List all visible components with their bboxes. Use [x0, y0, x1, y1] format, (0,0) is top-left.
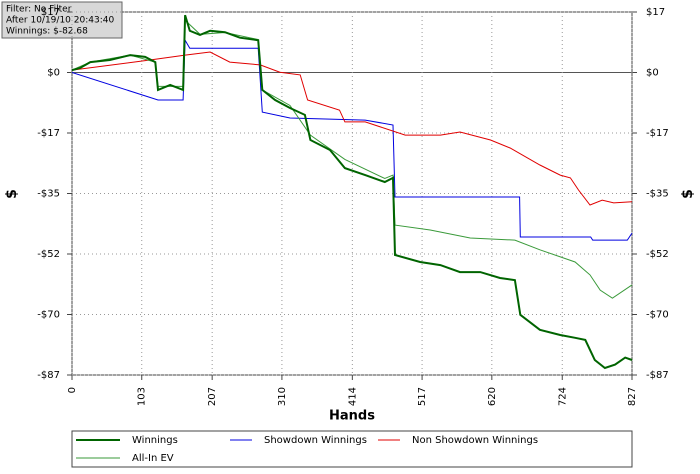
- y2-tick-label: $0: [646, 68, 659, 79]
- y2-tick-label: -$87: [646, 370, 669, 381]
- info-line: Winnings: $-82.68: [6, 27, 88, 37]
- x-tick-label: 724: [557, 387, 568, 406]
- info-line: Filter: No Filter: [6, 5, 72, 15]
- y-tick-label: $0: [47, 68, 60, 79]
- y-axis-label: $: [4, 189, 20, 199]
- x-tick-label: 517: [417, 387, 428, 406]
- y2-tick-label: -$17: [646, 128, 669, 139]
- legend-label: Showdown Winnings: [264, 435, 367, 446]
- series-line: [72, 14, 633, 370]
- y2-axis-label: $: [680, 189, 696, 199]
- y-tick-label: -$70: [37, 310, 60, 321]
- y-tick-label: -$52: [37, 249, 60, 260]
- info-box: [1, 1, 123, 39]
- info-line: After 10/19/10 20:43:40: [6, 16, 114, 26]
- x-tick-label: 207: [207, 387, 218, 406]
- y2-tick-label: $17: [646, 7, 665, 18]
- x-tick-label: 310: [277, 387, 288, 406]
- x-tick-label: 827: [627, 387, 638, 406]
- legend-label: All-In EV: [132, 453, 174, 464]
- x-tick-label: 0: [67, 387, 78, 393]
- legend-label: Winnings: [132, 435, 178, 446]
- x-tick-label: 103: [137, 387, 148, 406]
- series-line: [72, 19, 633, 299]
- legend-label: Non Showdown Winnings: [412, 435, 538, 446]
- x-tick-label: 620: [487, 387, 498, 406]
- legend-box: [71, 430, 633, 468]
- x-axis-label: Hands: [329, 409, 375, 424]
- y2-tick-label: -$35: [646, 189, 669, 200]
- y-tick-label: -$87: [37, 370, 60, 381]
- x-tick-label: 414: [347, 387, 358, 406]
- y-tick-label: -$17: [37, 128, 60, 139]
- y-tick-label: -$35: [37, 189, 60, 200]
- series-line: [72, 51, 633, 206]
- y-tick-label: $17: [41, 7, 60, 18]
- y2-tick-label: -$52: [646, 249, 669, 260]
- y2-tick-label: -$70: [646, 310, 669, 321]
- plot-lines: [72, 14, 633, 370]
